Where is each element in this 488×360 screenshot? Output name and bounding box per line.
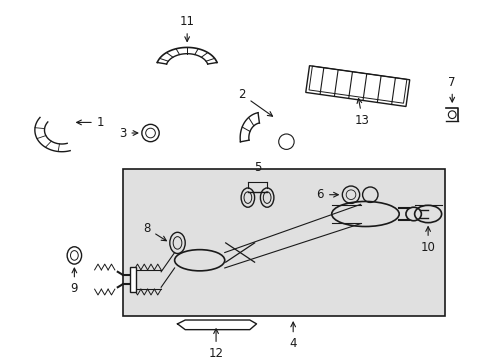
Bar [130,267,136,292]
Text: 12: 12 [208,329,223,360]
Text: 11: 11 [179,15,194,41]
Text: 7: 7 [447,76,455,102]
Text: 1: 1 [77,116,104,129]
Bar [308,66,406,103]
Bar [122,169,444,316]
Text: 13: 13 [354,98,369,127]
Text: 8: 8 [143,222,166,241]
Text: 9: 9 [70,268,78,296]
Text: 5: 5 [253,161,261,174]
Text: 2: 2 [238,88,272,116]
Text: 10: 10 [420,227,435,254]
Bar [305,66,409,107]
Text: 6: 6 [316,188,338,201]
Text: 4: 4 [289,322,296,350]
Text: 3: 3 [119,126,138,140]
